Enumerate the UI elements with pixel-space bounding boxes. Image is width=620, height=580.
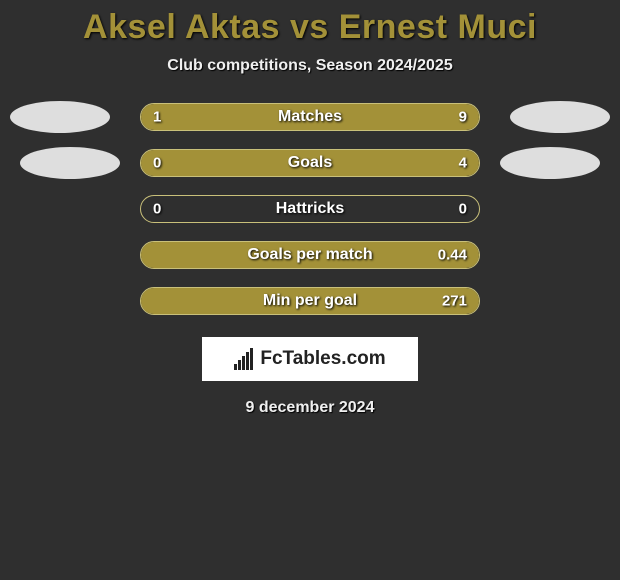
stat-row: 04Goals [0,149,620,177]
stat-value-right: 0 [459,201,467,218]
page-title: Aksel Aktas vs Ernest Muci [0,8,620,47]
stat-value-right: 4 [459,155,467,172]
bar-fill-right [141,288,479,314]
bar-fill-right [141,242,479,268]
stat-row: 0.44Goals per match [0,241,620,269]
player-left-placeholder [10,101,110,133]
stat-value-left: 0 [153,155,161,172]
stat-bar: 19Matches [140,103,480,131]
stat-label: Hattricks [141,200,479,218]
player-right-placeholder [500,147,600,179]
branding-text: FcTables.com [260,348,385,370]
comparison-infographic: Aksel Aktas vs Ernest Muci Club competit… [0,0,620,417]
chart-icon [234,348,256,370]
subtitle: Club competitions, Season 2024/2025 [0,57,620,75]
stat-bar: 04Goals [140,149,480,177]
player-right-placeholder [510,101,610,133]
stat-value-right: 0.44 [438,247,467,264]
date-text: 9 december 2024 [0,399,620,417]
branding-box: FcTables.com [202,337,418,381]
stat-value-right: 9 [459,109,467,126]
player-left-placeholder [20,147,120,179]
stat-row: 19Matches [0,103,620,131]
stat-bar: 271Min per goal [140,287,480,315]
bar-fill [141,104,479,130]
stat-row: 0 0Hattricks [0,195,620,223]
bar-fill-right [141,150,479,176]
stat-row: 271Min per goal [0,287,620,315]
stat-bar: 0 0Hattricks [140,195,480,223]
stat-value-left: 0 [153,201,161,218]
stat-rows: 19Matches04Goals00Hattricks0.44Goals per… [0,103,620,315]
stat-value-left: 1 [153,109,161,126]
stat-value-right: 271 [442,293,467,310]
stat-bar: 0.44Goals per match [140,241,480,269]
